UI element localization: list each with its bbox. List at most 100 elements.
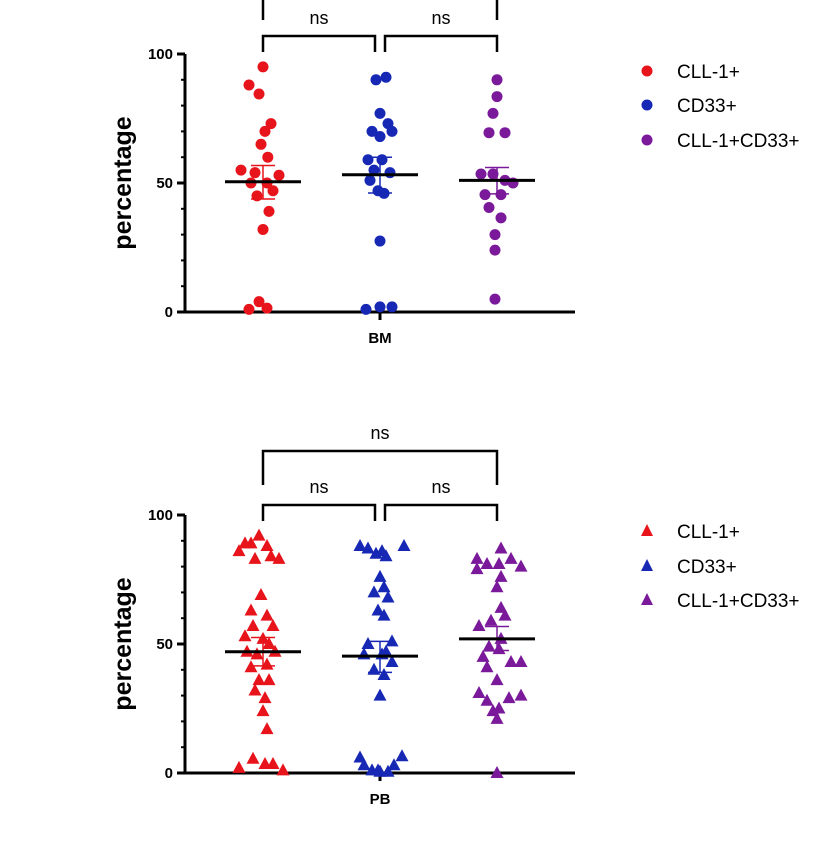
data-point [249, 167, 261, 179]
sig-bracket-right [383, 34, 499, 52]
data-point [377, 580, 391, 593]
data-point [243, 79, 255, 91]
data-point [262, 151, 274, 163]
data-point [254, 587, 268, 600]
data-point [479, 189, 491, 201]
data-point [362, 154, 374, 166]
data-point [256, 704, 270, 717]
data-point [490, 580, 504, 593]
sig-bracket-left-label: ns [309, 8, 328, 28]
legend-label: CD33+ [677, 96, 737, 117]
data-point [263, 205, 275, 217]
y-tick-label: 0 [165, 304, 173, 321]
y-axis-label: percentage [109, 116, 137, 249]
data-point [232, 760, 246, 773]
legend-marker [641, 593, 653, 605]
data-point [492, 557, 506, 570]
data-point [366, 125, 378, 137]
data-point [276, 763, 290, 776]
data-point [502, 691, 516, 704]
data-point [498, 608, 512, 621]
data-point [397, 538, 411, 551]
data-point [395, 749, 409, 762]
data-point [235, 164, 247, 176]
data-point [514, 655, 528, 668]
data-point [267, 185, 279, 197]
data-point [260, 538, 274, 551]
data-point [364, 174, 376, 186]
data-point [360, 303, 372, 315]
data-point [251, 190, 263, 202]
legend-marker [641, 99, 653, 111]
data-point [252, 528, 266, 541]
data-point [386, 125, 398, 137]
data-point [261, 302, 273, 314]
y-tick-label: 100 [148, 46, 173, 63]
data-point [353, 750, 367, 763]
sig-bracket-right [383, 503, 499, 521]
data-point [490, 673, 504, 686]
data-point [487, 168, 499, 180]
data-point [387, 758, 401, 771]
sig-bracket-left-label: ns [309, 477, 328, 497]
data-point [482, 639, 496, 652]
data-point [514, 559, 528, 572]
y-tick-label: 50 [156, 636, 173, 653]
data-point [472, 618, 486, 631]
data-point [494, 600, 508, 613]
data-point [369, 546, 383, 559]
data-point [250, 647, 264, 660]
data-point [376, 154, 388, 166]
sig-bracket-right-label: ns [431, 8, 450, 28]
data-point [257, 61, 269, 73]
data-point [381, 590, 395, 603]
data-point [246, 751, 260, 764]
data-point [491, 91, 503, 103]
data-point [255, 138, 267, 150]
data-point [470, 562, 484, 575]
data-point [480, 557, 494, 570]
data-point [243, 303, 255, 315]
data-point [504, 655, 518, 668]
data-point [361, 637, 375, 649]
data-point [483, 202, 495, 214]
data-point [273, 169, 285, 181]
data-point [490, 766, 504, 778]
data-point [514, 688, 528, 701]
data-point [361, 541, 375, 554]
sig-bracket-right-label: ns [431, 477, 450, 497]
data-point [266, 756, 280, 769]
data-point [264, 549, 278, 562]
data-point [265, 118, 277, 130]
legend-marker [641, 134, 653, 146]
y-axis-label: percentage [109, 577, 137, 710]
data-point [494, 569, 508, 582]
legend-label: CD33+ [677, 557, 737, 578]
data-point [248, 551, 262, 564]
data-point [472, 686, 486, 699]
data-point [486, 704, 500, 717]
data-point [373, 569, 387, 582]
data-point [257, 223, 269, 235]
data-point [385, 655, 399, 668]
data-point [476, 649, 490, 662]
data-point [480, 693, 494, 706]
data-point [262, 673, 276, 686]
data-point [253, 88, 265, 100]
data-point [494, 541, 508, 554]
y-tick-label: 100 [148, 507, 173, 524]
data-point [248, 683, 262, 696]
data-point [487, 107, 499, 119]
data-point [483, 127, 495, 139]
data-point [244, 603, 258, 616]
legend-marker [641, 65, 653, 77]
data-point [371, 763, 385, 776]
data-point [262, 637, 276, 649]
data-point [495, 189, 507, 201]
data-point [357, 758, 371, 771]
data-point [374, 301, 386, 313]
data-point [368, 164, 380, 176]
data-point [384, 167, 396, 179]
